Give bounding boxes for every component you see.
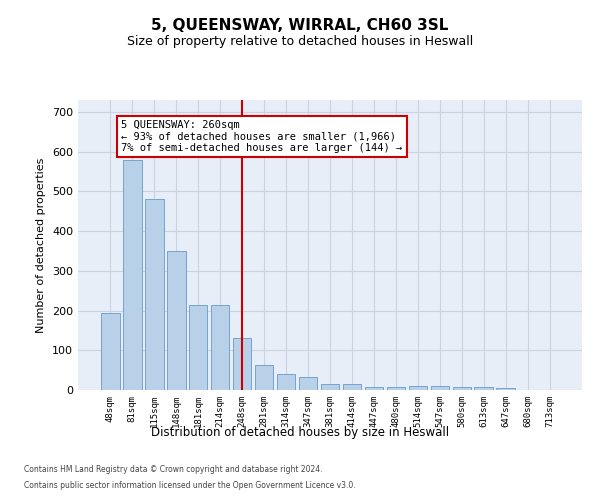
Bar [386, 387, 405, 390]
Y-axis label: Number of detached properties: Number of detached properties [37, 158, 46, 332]
Bar [343, 384, 361, 390]
Bar [211, 304, 229, 390]
Bar [431, 386, 449, 390]
Text: Contains public sector information licensed under the Open Government Licence v3: Contains public sector information licen… [24, 480, 356, 490]
Bar [452, 387, 471, 390]
Text: Contains HM Land Registry data © Crown copyright and database right 2024.: Contains HM Land Registry data © Crown c… [24, 466, 323, 474]
Bar [365, 387, 383, 390]
Bar [255, 366, 274, 390]
Bar [101, 314, 119, 390]
Bar [320, 384, 340, 390]
Bar [299, 377, 317, 390]
Bar [233, 338, 251, 390]
Bar [123, 160, 142, 390]
Bar [277, 374, 295, 390]
Text: 5, QUEENSWAY, WIRRAL, CH60 3SL: 5, QUEENSWAY, WIRRAL, CH60 3SL [151, 18, 449, 32]
Bar [167, 251, 185, 390]
Bar [496, 388, 515, 390]
Bar [145, 199, 164, 390]
Bar [189, 304, 208, 390]
Text: Size of property relative to detached houses in Heswall: Size of property relative to detached ho… [127, 35, 473, 48]
Text: 5 QUEENSWAY: 260sqm
← 93% of detached houses are smaller (1,966)
7% of semi-deta: 5 QUEENSWAY: 260sqm ← 93% of detached ho… [121, 120, 403, 153]
Bar [409, 386, 427, 390]
Text: Distribution of detached houses by size in Heswall: Distribution of detached houses by size … [151, 426, 449, 439]
Bar [475, 387, 493, 390]
